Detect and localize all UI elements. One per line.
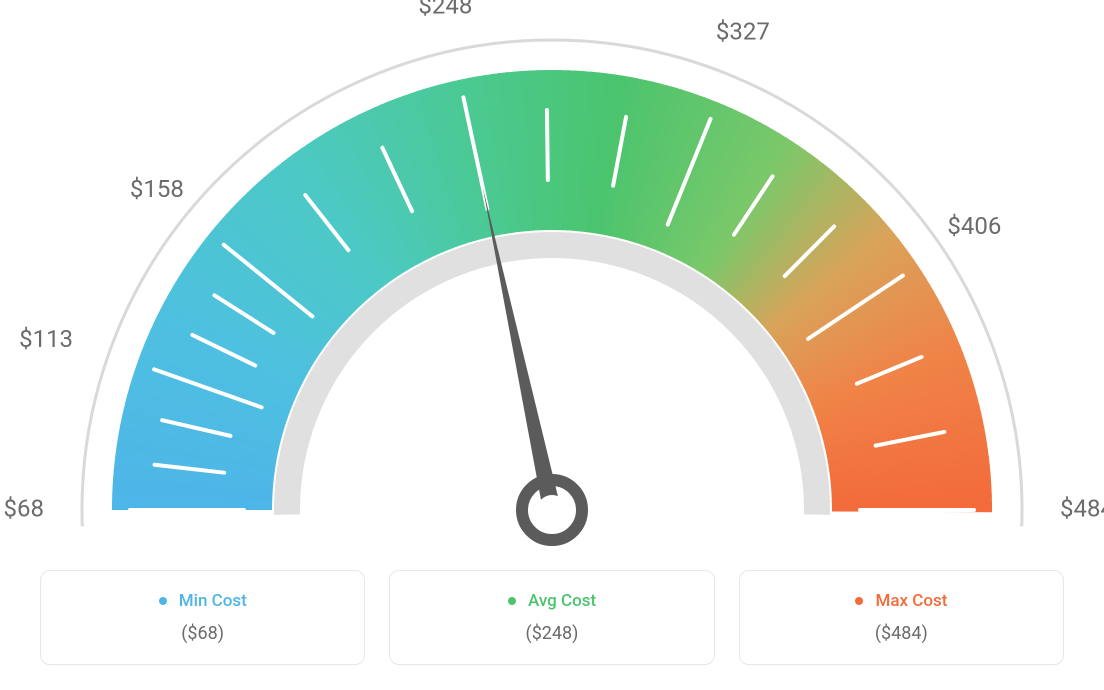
max-cost-label: Max Cost <box>875 591 947 611</box>
svg-text:$406: $406 <box>947 212 1001 240</box>
summary-cards: Min Cost ($68) Avg Cost ($248) Max Cost … <box>0 570 1104 665</box>
max-cost-card: Max Cost ($484) <box>739 570 1064 665</box>
avg-cost-title: Avg Cost <box>414 591 689 611</box>
svg-text:$327: $327 <box>716 18 770 46</box>
svg-text:$158: $158 <box>130 175 184 203</box>
avg-cost-value: ($248) <box>414 623 689 644</box>
svg-text:$248: $248 <box>418 0 472 20</box>
min-cost-label: Min Cost <box>179 591 247 611</box>
avg-dot-icon <box>508 597 516 605</box>
avg-cost-card: Avg Cost ($248) <box>389 570 714 665</box>
svg-text:$113: $113 <box>19 325 73 353</box>
max-cost-title: Max Cost <box>764 591 1039 611</box>
gauge-chart: $68 $113 $158 $248 $327 $406 $484 <box>0 0 1104 560</box>
max-dot-icon <box>855 597 863 605</box>
gauge-svg: $68 $113 $158 $248 $327 $406 $484 <box>0 0 1104 560</box>
min-cost-card: Min Cost ($68) <box>40 570 365 665</box>
svg-text:$484: $484 <box>1060 494 1104 522</box>
avg-cost-label: Avg Cost <box>528 591 596 611</box>
min-cost-value: ($68) <box>65 623 340 644</box>
min-dot-icon <box>159 597 167 605</box>
max-cost-value: ($484) <box>764 623 1039 644</box>
svg-text:$68: $68 <box>4 494 44 522</box>
min-cost-title: Min Cost <box>65 591 340 611</box>
